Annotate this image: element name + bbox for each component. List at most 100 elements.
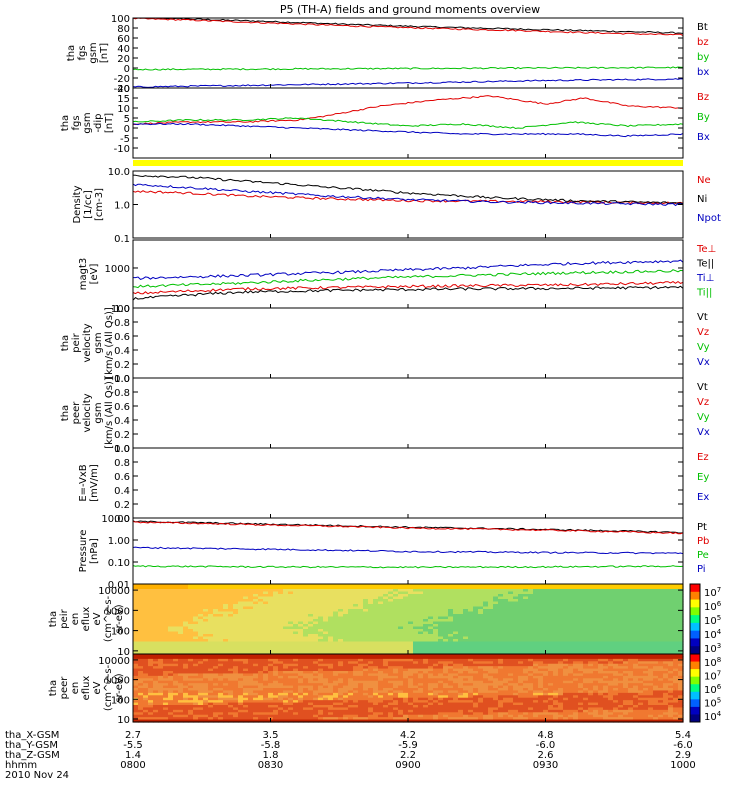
spectrogram-cell [213,700,219,704]
spectrogram-cell [498,626,504,630]
legend-ti||: Ti|| [696,288,712,299]
spectrogram-cell [588,619,594,623]
spectrogram-cell [543,584,549,588]
spectrogram-cell [213,692,219,696]
spectrogram-cell [303,654,309,658]
spectrogram-cell [418,697,424,701]
spectrogram-cell [443,644,449,648]
spectrogram-cell [228,616,234,620]
spectrogram-cell [208,661,214,665]
spectrogram-cell [503,616,509,620]
spectrogram-cell [308,661,314,665]
spectrogram-cell [498,609,504,613]
spectrogram-cell [183,601,189,605]
spectrogram-cell [473,624,479,628]
spectrogram-cell [548,639,554,643]
spectrogram-cell [388,591,394,595]
spectrogram-cell [398,626,404,630]
spectrogram-cell [343,616,349,620]
spectrogram-cell [228,599,234,603]
series-line-ti|| [132,269,684,289]
spectrogram-cell [353,611,359,615]
spectrogram-cell [623,609,629,613]
spectrogram-cell [338,685,344,689]
spectrogram-cell [203,651,209,655]
spectrogram-cell [158,666,164,670]
y-axis-label: tha peer velocity gsm [km/s (All Qs)] [60,377,115,449]
spectrogram-cell [473,636,479,640]
spectrogram-cell [238,654,244,658]
spectrogram-cell [133,621,139,625]
spectrogram-cell [163,599,169,603]
spectrogram-cell [213,596,219,600]
spectrogram-cell [508,604,514,608]
spectrogram-cell [473,634,479,638]
spectrogram-cell [258,705,264,709]
spectrogram-cell [203,609,209,613]
spectrogram-cell [668,649,674,653]
spectrogram-cell [303,616,309,620]
spectrogram-cell [618,611,624,615]
spectrogram-cell [338,626,344,630]
spectrogram-cell [318,616,324,620]
spectrogram-cell [373,609,379,613]
spectrogram-cell [623,616,629,620]
spectrogram-cell [523,636,529,640]
spectrogram-cell [633,591,639,595]
spectrogram-cell [498,619,504,623]
y-tick-label: 0.1 [114,234,130,245]
spectrogram-cell [313,621,319,625]
spectrogram-cell [323,661,329,665]
spectrogram-cell [368,606,374,610]
spectrogram-cell [533,626,539,630]
spectrogram-cell [303,651,309,655]
spectrogram-cell [348,601,354,605]
spectrogram-cell [348,680,354,684]
spectrogram-cell [363,619,369,623]
spectrogram-cell [233,712,239,716]
spectrogram-cell [183,690,189,694]
y-tick-label: 10 [117,104,130,115]
y-axis-label: tha fgs gsm -dip [nT] [60,112,115,133]
spectrogram-cell [143,690,149,694]
spectrogram-cell [193,584,199,588]
spectrogram-cell [423,599,429,603]
spectrogram-cell [423,668,429,672]
spectrogram-cell [268,712,274,716]
spectrogram-cell [393,712,399,716]
spectrogram-cell [413,636,419,640]
spectrogram-cell [598,644,604,648]
spectrogram-cell [313,639,319,643]
spectrogram-cell [148,604,154,608]
spectrogram-cell [258,697,264,701]
spectrogram-cell [233,702,239,706]
spectrogram-cell [138,626,144,630]
spectrogram-cell [548,626,554,630]
spectrogram-cell [338,609,344,613]
spectrogram-cell [608,634,614,638]
spectrogram-cell [283,668,289,672]
spectrogram-cell [313,651,319,655]
spectrogram-cell [248,658,254,662]
spectrogram-cell [268,683,274,687]
spectrogram-cell [188,668,194,672]
spectrogram-cell [173,589,179,593]
spectrogram-cell [403,673,409,677]
spectrogram-cell [643,646,649,650]
spectrogram-cell [363,700,369,704]
spectrogram-cell [363,646,369,650]
spectrogram-cell [208,636,214,640]
spectrogram-cell [168,656,174,660]
spectrogram-cell [323,634,329,638]
spectrogram-cell [363,688,369,692]
y-tick-label: 0.2 [114,360,130,371]
spectrogram-cell [678,646,684,650]
spectrogram-cell [438,626,444,630]
spectrogram-cell [503,591,509,595]
spectrogram-cell [293,649,299,653]
spectrogram-cell [133,586,139,590]
spectrogram-cell [488,636,494,640]
spectrogram-cell [298,614,304,618]
spectrogram-cell [228,658,234,662]
panel-frame [132,170,684,239]
